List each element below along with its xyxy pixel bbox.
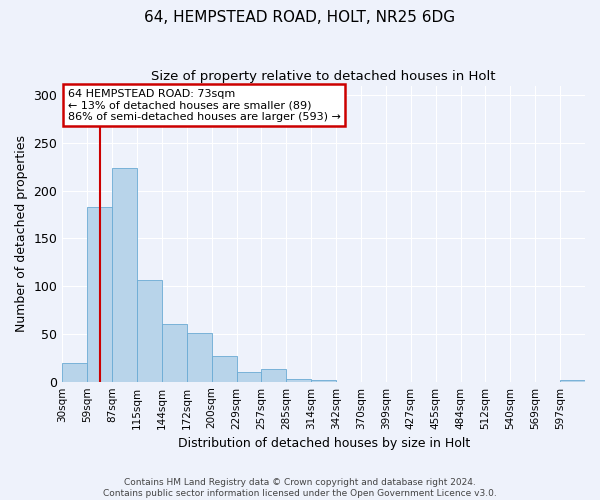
Title: Size of property relative to detached houses in Holt: Size of property relative to detached ho… — [151, 70, 496, 83]
Bar — [560, 380, 585, 382]
Bar — [137, 280, 162, 382]
Bar — [162, 324, 187, 382]
Bar — [187, 333, 212, 382]
Bar — [262, 370, 286, 382]
Text: Contains HM Land Registry data © Crown copyright and database right 2024.
Contai: Contains HM Land Registry data © Crown c… — [103, 478, 497, 498]
Bar — [286, 379, 311, 382]
Bar — [212, 356, 236, 382]
Bar — [87, 207, 112, 382]
Bar — [236, 372, 262, 382]
Y-axis label: Number of detached properties: Number of detached properties — [15, 135, 28, 332]
X-axis label: Distribution of detached houses by size in Holt: Distribution of detached houses by size … — [178, 437, 470, 450]
Text: 64 HEMPSTEAD ROAD: 73sqm
← 13% of detached houses are smaller (89)
86% of semi-d: 64 HEMPSTEAD ROAD: 73sqm ← 13% of detach… — [68, 88, 340, 122]
Bar — [311, 380, 336, 382]
Bar — [112, 168, 137, 382]
Text: 64, HEMPSTEAD ROAD, HOLT, NR25 6DG: 64, HEMPSTEAD ROAD, HOLT, NR25 6DG — [145, 10, 455, 25]
Bar — [62, 362, 87, 382]
